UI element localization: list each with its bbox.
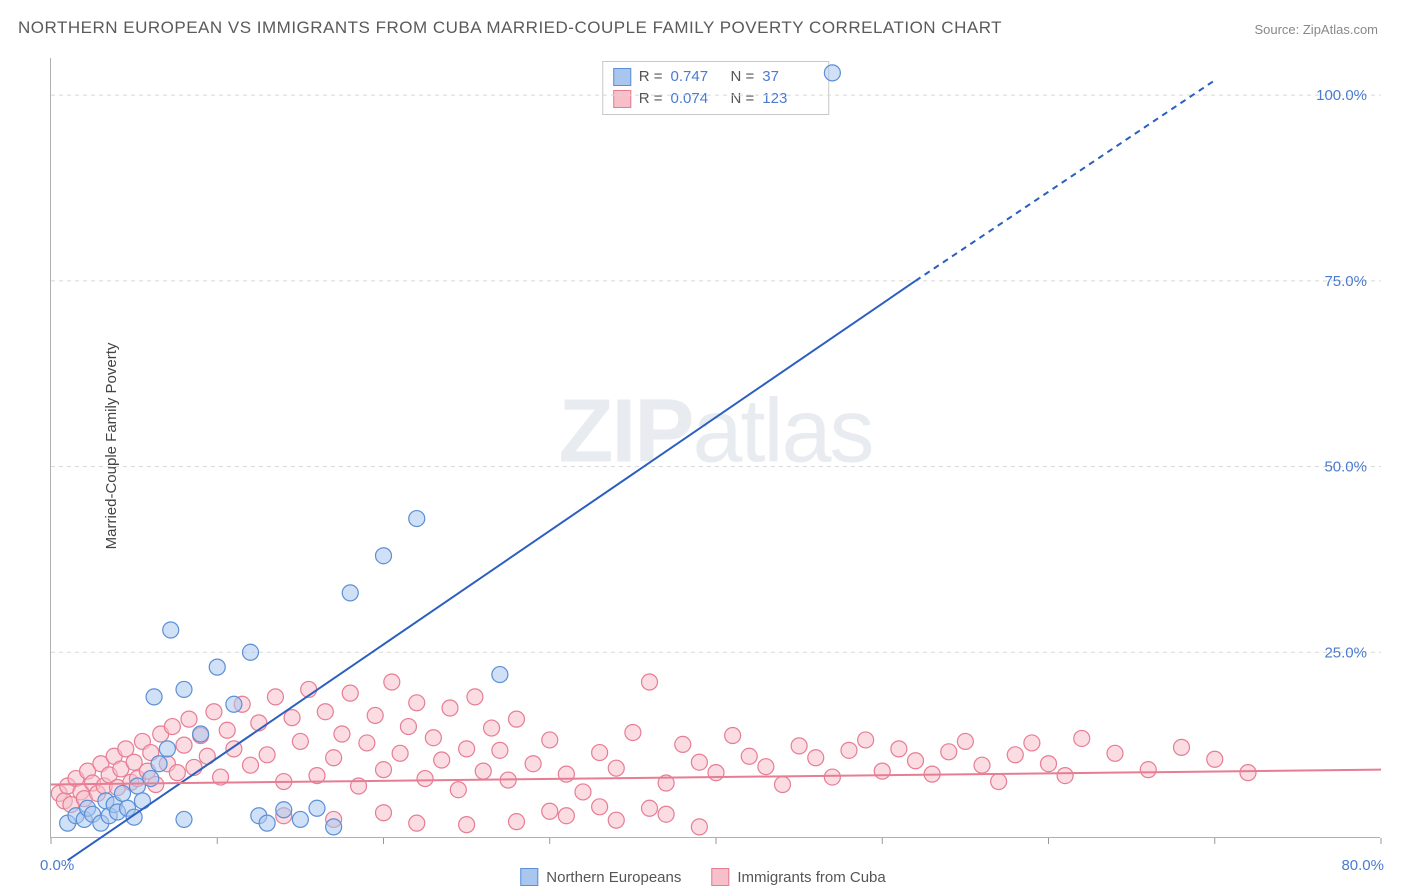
legend-item-1: Immigrants from Cuba (711, 868, 885, 886)
x-axis-max-label: 80.0% (1341, 857, 1384, 874)
legend: Northern Europeans Immigrants from Cuba (520, 868, 885, 886)
svg-text:25.0%: 25.0% (1324, 644, 1367, 661)
legend-swatch-0 (520, 868, 538, 886)
plot-area: ZIPatlas R = 0.747 N = 37 R = 0.074 N = … (50, 58, 1380, 838)
svg-text:50.0%: 50.0% (1324, 459, 1367, 476)
chart-title: NORTHERN EUROPEAN VS IMMIGRANTS FROM CUB… (18, 18, 1002, 38)
legend-label-0: Northern Europeans (546, 869, 681, 886)
x-axis-min-label: 0.0% (40, 857, 74, 874)
legend-swatch-1 (711, 868, 729, 886)
legend-item-0: Northern Europeans (520, 868, 681, 886)
svg-text:75.0%: 75.0% (1324, 273, 1367, 290)
source-attribution: Source: ZipAtlas.com (1254, 22, 1378, 37)
legend-label-1: Immigrants from Cuba (737, 869, 885, 886)
plot-svg: 25.0% 50.0% 75.0% 100.0% (51, 58, 1380, 837)
svg-text:100.0%: 100.0% (1316, 87, 1367, 104)
